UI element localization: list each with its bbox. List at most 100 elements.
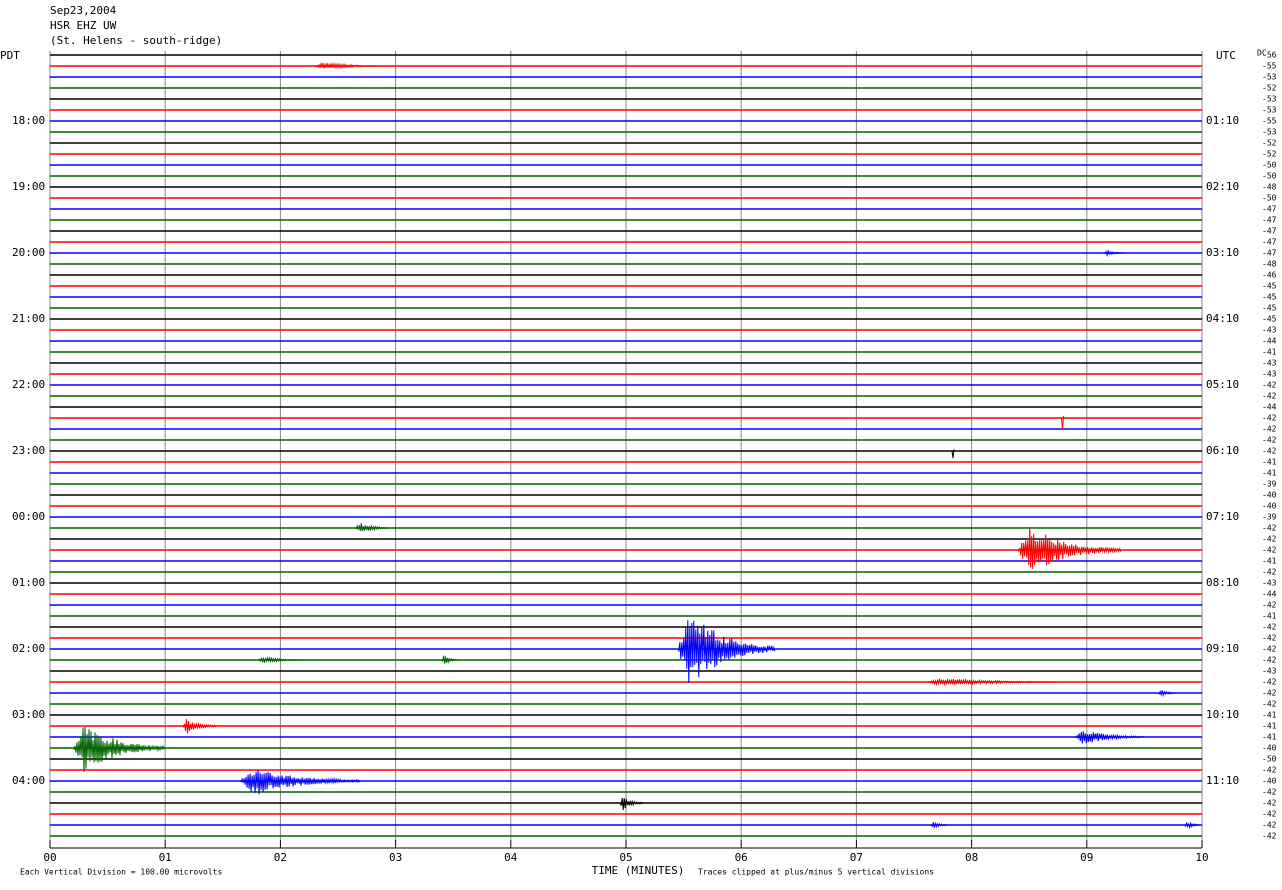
right-time-label: 07:10 bbox=[1206, 510, 1239, 523]
dc-label: -42 bbox=[1262, 623, 1277, 632]
dc-label: -41 bbox=[1262, 733, 1277, 742]
dc-label: -44 bbox=[1262, 590, 1277, 599]
dc-label: -41 bbox=[1262, 722, 1277, 731]
dc-label: -40 bbox=[1262, 491, 1277, 500]
dc-label: -42 bbox=[1262, 766, 1277, 775]
dc-label: -44 bbox=[1262, 403, 1277, 412]
seismic-event bbox=[619, 798, 644, 811]
dc-label: -42 bbox=[1262, 436, 1277, 445]
seismic-event bbox=[182, 719, 217, 734]
dc-label: -45 bbox=[1262, 293, 1277, 302]
header-line: HSR EHZ UW bbox=[50, 19, 117, 32]
x-tick-label: 09 bbox=[1080, 851, 1093, 864]
dc-label: -43 bbox=[1262, 667, 1277, 676]
left-time-label: 03:00 bbox=[12, 708, 45, 721]
dc-label: -41 bbox=[1262, 469, 1277, 478]
dc-label: -42 bbox=[1262, 392, 1277, 401]
x-tick-label: 07 bbox=[850, 851, 863, 864]
dc-label: -50 bbox=[1262, 755, 1277, 764]
right-time-label: 06:10 bbox=[1206, 444, 1239, 457]
left-time-label: 00:00 bbox=[12, 510, 45, 523]
dc-label: -40 bbox=[1262, 502, 1277, 511]
x-tick-label: 08 bbox=[965, 851, 978, 864]
header-line: (St. Helens - south-ridge) bbox=[50, 34, 222, 47]
left-time-label: 04:00 bbox=[12, 774, 45, 787]
dc-label: -42 bbox=[1262, 799, 1277, 808]
right-time-label: 01:10 bbox=[1206, 114, 1239, 127]
x-tick-label: 01 bbox=[159, 851, 172, 864]
dc-label: -42 bbox=[1262, 656, 1277, 665]
clip-note: Traces clipped at plus/minus 5 vertical … bbox=[698, 868, 934, 877]
dc-label: -53 bbox=[1262, 106, 1277, 115]
seismic-event bbox=[1103, 249, 1128, 258]
dc-label: -42 bbox=[1262, 601, 1277, 610]
dc-label: -43 bbox=[1262, 326, 1277, 335]
left-zone: PDT bbox=[0, 49, 20, 62]
right-time-label: 11:10 bbox=[1206, 774, 1239, 787]
header-line: Sep23,2004 bbox=[50, 4, 117, 17]
right-time-label: 04:10 bbox=[1206, 312, 1239, 325]
dc-label: -40 bbox=[1262, 777, 1277, 786]
seismic-event bbox=[355, 522, 390, 532]
seismic-event bbox=[1017, 526, 1122, 569]
right-time-label: 03:10 bbox=[1206, 246, 1239, 259]
dc-label: -42 bbox=[1262, 425, 1277, 434]
dc-label: -53 bbox=[1262, 95, 1277, 104]
dc-label: -50 bbox=[1262, 194, 1277, 203]
dc-label: -42 bbox=[1262, 414, 1277, 423]
right-time-label: 10:10 bbox=[1206, 708, 1239, 721]
x-tick-label: 02 bbox=[274, 851, 287, 864]
left-time-label: 02:00 bbox=[12, 642, 45, 655]
x-tick-label: 00 bbox=[43, 851, 56, 864]
dc-label: -42 bbox=[1262, 447, 1277, 456]
dc-label: -41 bbox=[1262, 458, 1277, 467]
dc-label: -55 bbox=[1262, 62, 1277, 71]
dc-label: -45 bbox=[1262, 282, 1277, 291]
seismic-event bbox=[72, 726, 166, 772]
dc-label: -53 bbox=[1262, 128, 1277, 137]
dc-label: -50 bbox=[1262, 172, 1277, 181]
dc-label: -42 bbox=[1262, 546, 1277, 555]
dc-label: -42 bbox=[1262, 678, 1277, 687]
dc-label: -44 bbox=[1262, 337, 1277, 346]
right-time-label: 08:10 bbox=[1206, 576, 1239, 589]
right-time-label: 05:10 bbox=[1206, 378, 1239, 391]
dc-label: -40 bbox=[1262, 744, 1277, 753]
dc-label: -52 bbox=[1262, 139, 1277, 148]
dc-label: -42 bbox=[1262, 788, 1277, 797]
dc-label: -42 bbox=[1262, 689, 1277, 698]
dc-label: -42 bbox=[1262, 810, 1277, 819]
dc-label: -45 bbox=[1262, 315, 1277, 324]
dc-label: -39 bbox=[1262, 513, 1277, 522]
left-time-label: 19:00 bbox=[12, 180, 45, 193]
dc-label: -45 bbox=[1262, 304, 1277, 313]
seismic-event bbox=[1075, 731, 1145, 744]
dc-label: -47 bbox=[1262, 238, 1277, 247]
right-time-label: 09:10 bbox=[1206, 642, 1239, 655]
seismic-event bbox=[1157, 689, 1177, 698]
left-time-label: 22:00 bbox=[12, 378, 45, 391]
seismic-event bbox=[239, 770, 361, 795]
dc-label: -43 bbox=[1262, 359, 1277, 368]
dc-label: -48 bbox=[1262, 183, 1277, 192]
dc-label: -42 bbox=[1262, 568, 1277, 577]
seismic-event bbox=[257, 656, 309, 664]
x-axis-label: TIME (MINUTES) bbox=[592, 864, 685, 877]
dc-label: -39 bbox=[1262, 480, 1277, 489]
left-time-label: 01:00 bbox=[12, 576, 45, 589]
dc-label: -43 bbox=[1262, 579, 1277, 588]
seismic-event bbox=[441, 655, 459, 664]
dc-label: -46 bbox=[1262, 271, 1277, 280]
right-zone: UTC bbox=[1216, 49, 1236, 62]
dc-label: -42 bbox=[1262, 700, 1277, 709]
dc-label: -41 bbox=[1262, 612, 1277, 621]
left-time-label: 21:00 bbox=[12, 312, 45, 325]
scale-note: Each Vertical Division = 100.00 microvol… bbox=[20, 868, 222, 877]
seismic-event bbox=[1184, 821, 1202, 830]
left-time-label: 18:00 bbox=[12, 114, 45, 127]
dc-label: -47 bbox=[1262, 227, 1277, 236]
dc-label: -47 bbox=[1262, 216, 1277, 225]
x-tick-label: 04 bbox=[504, 851, 518, 864]
dc-label: -41 bbox=[1262, 711, 1277, 720]
